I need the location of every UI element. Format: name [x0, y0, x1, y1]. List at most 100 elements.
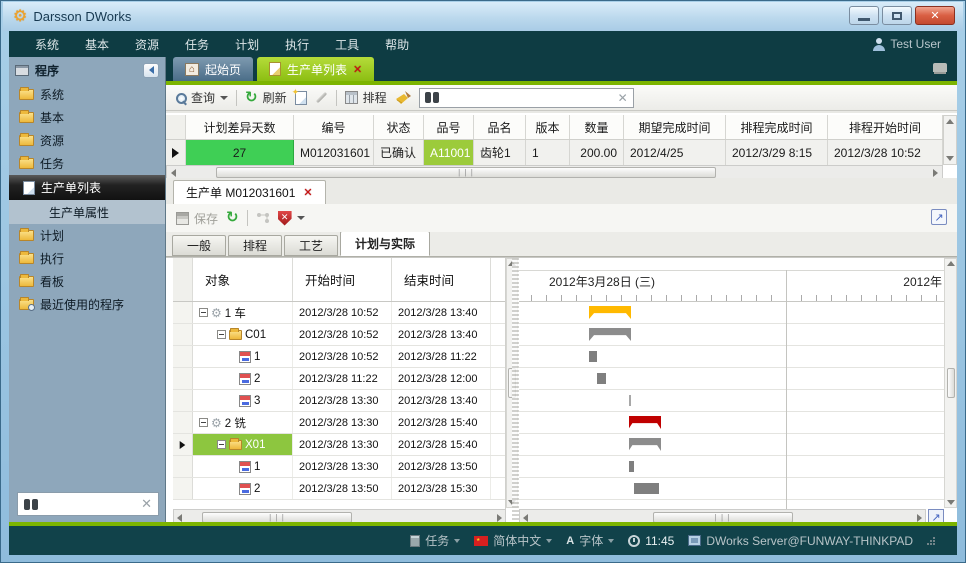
- gantt-bar[interactable]: [589, 351, 597, 362]
- splitter-handle[interactable]: [512, 258, 519, 526]
- tab-process[interactable]: 工艺: [284, 235, 339, 256]
- gantt-row: [519, 478, 944, 500]
- gantt-bar[interactable]: [628, 395, 631, 406]
- gantt-bar[interactable]: [628, 461, 634, 472]
- gantt-bar[interactable]: [628, 438, 661, 451]
- popout-icon[interactable]: ↗: [931, 209, 947, 225]
- sidebar-collapse-button[interactable]: [143, 62, 159, 78]
- resize-grip[interactable]: [927, 536, 935, 545]
- menu-help[interactable]: 帮助: [385, 37, 410, 52]
- minimize-button[interactable]: [849, 6, 879, 25]
- col-header[interactable]: 期望完成时间: [624, 115, 726, 139]
- tree-row[interactable]: 1 2012/3/28 13:30 2012/3/28 13:50: [173, 456, 505, 478]
- gantt-bar[interactable]: [589, 328, 631, 341]
- query-button[interactable]: 查询: [176, 89, 229, 106]
- user-info[interactable]: Test User: [873, 37, 941, 51]
- gantt-bar[interactable]: [596, 373, 606, 384]
- tab-general[interactable]: 一般: [172, 235, 227, 256]
- sidebar-item-execute[interactable]: 执行: [9, 247, 165, 270]
- col-start[interactable]: 开始时间: [293, 258, 392, 301]
- sidebar-item-task[interactable]: 任务: [9, 152, 165, 175]
- menu-tools[interactable]: 工具: [335, 37, 360, 52]
- col-header[interactable]: 品名: [474, 115, 526, 139]
- server-icon: [688, 535, 702, 546]
- grid-data-row[interactable]: 27 M012031601 已确认 A11001 齿轮1 1 200.00 20…: [166, 140, 943, 165]
- pin-icon[interactable]: [933, 63, 947, 72]
- tree-row[interactable]: 3 2012/3/28 13:30 2012/3/28 13:40: [173, 390, 505, 412]
- tree-row[interactable]: 1 2012/3/28 10:52 2012/3/28 11:22: [173, 346, 505, 368]
- gantt-bar[interactable]: [628, 416, 661, 429]
- status-language-selector[interactable]: 简体中文: [474, 532, 553, 549]
- sidebar-item-system[interactable]: 系统: [9, 83, 165, 106]
- col-header[interactable]: 版本: [526, 115, 570, 139]
- collapse-icon[interactable]: [217, 330, 226, 339]
- menu-basic[interactable]: 基本: [85, 37, 110, 52]
- validate-dropdown-icon[interactable]: [296, 216, 305, 220]
- col-header[interactable]: 编号: [294, 115, 374, 139]
- tab-production-order-list[interactable]: 生产单列表 ✕: [257, 57, 375, 81]
- clear-search-icon[interactable]: ✕: [617, 90, 628, 105]
- col-header[interactable]: 数量: [570, 115, 624, 139]
- gantt-bar[interactable]: [633, 483, 659, 494]
- collapse-icon[interactable]: [217, 440, 226, 449]
- toolbar-search-input[interactable]: ✕: [418, 87, 634, 108]
- col-header[interactable]: 状态: [374, 115, 424, 139]
- sidebar-item-production-order-props[interactable]: 生产单属性: [9, 200, 165, 224]
- menu-task[interactable]: 任务: [185, 37, 210, 52]
- menu-plan[interactable]: 计划: [235, 37, 260, 52]
- tab-home[interactable]: ⌂ 起始页: [173, 57, 254, 81]
- gantt-bar[interactable]: [589, 306, 631, 319]
- close-detail-icon[interactable]: ✕: [303, 187, 313, 199]
- tree-row-selected[interactable]: X01 2012/3/28 13:30 2012/3/28 15:40: [173, 434, 505, 456]
- sidebar-item-production-order-list[interactable]: 生产单列表: [9, 175, 165, 200]
- grid-vertical-scrollbar[interactable]: [943, 115, 957, 165]
- col-header[interactable]: 计划差异天数: [186, 115, 294, 139]
- col-header[interactable]: 排程完成时间: [726, 115, 828, 139]
- sidebar-item-recent-programs[interactable]: 最近使用的程序: [9, 293, 165, 316]
- validate-button[interactable]: ✕: [277, 210, 305, 226]
- tab-plan-vs-actual[interactable]: 计划与实际: [340, 231, 431, 256]
- col-object[interactable]: 对象: [193, 258, 293, 301]
- tree-row[interactable]: 2 2012/3/28 11:22 2012/3/28 12:00: [173, 368, 505, 390]
- close-button[interactable]: ✕: [915, 6, 955, 25]
- menu-system[interactable]: 系统: [35, 37, 60, 52]
- gantt-vertical-scrollbar[interactable]: [944, 258, 957, 508]
- col-header[interactable]: 排程开始时间: [828, 115, 943, 139]
- menu-execute[interactable]: 执行: [285, 37, 310, 52]
- sidebar-item-basic[interactable]: 基本: [9, 106, 165, 129]
- new-button[interactable]: ✦: [292, 87, 307, 105]
- tab-schedule[interactable]: 排程: [228, 235, 283, 256]
- refresh-button[interactable]: ↻ 刷新: [245, 88, 287, 106]
- sidebar-item-plan[interactable]: 计划: [9, 224, 165, 247]
- collapse-icon[interactable]: [199, 308, 208, 317]
- refresh-detail-button[interactable]: ↻: [226, 210, 239, 225]
- sidebar-search-input[interactable]: ✕: [17, 492, 159, 516]
- save-button[interactable]: 保存: [176, 210, 218, 227]
- search-binoculars-icon: [424, 92, 439, 103]
- schedule-button[interactable]: 排程: [344, 89, 387, 106]
- menu-resource[interactable]: 资源: [135, 37, 160, 52]
- status-task-selector[interactable]: 任务: [410, 532, 461, 549]
- tree-row[interactable]: ⚙ 1 车 2012/3/28 10:52 2012/3/28 13:40: [173, 302, 505, 324]
- clean-button[interactable]: [395, 90, 411, 105]
- collapse-icon[interactable]: [199, 418, 208, 427]
- close-tab-icon[interactable]: ✕: [353, 63, 363, 76]
- col-end[interactable]: 结束时间: [392, 258, 491, 301]
- sidebar-item-resource[interactable]: 资源: [9, 129, 165, 152]
- edit-button[interactable]: [315, 91, 328, 104]
- sidebar-item-kanban[interactable]: 看板: [9, 270, 165, 293]
- cell-sched-start: 2012/3/28 10:52: [828, 140, 943, 165]
- tree-row[interactable]: ⚙ 2 铣 2012/3/28 13:30 2012/3/28 15:40: [173, 412, 505, 434]
- tree-row[interactable]: 2 2012/3/28 13:50 2012/3/28 15:30: [173, 478, 505, 500]
- query-dropdown-icon[interactable]: [220, 95, 229, 100]
- broom-icon: [395, 90, 411, 104]
- detail-tab[interactable]: 生产单 M012031601 ✕: [173, 180, 326, 204]
- task-calendar-icon: [239, 394, 251, 407]
- clear-search-icon[interactable]: ✕: [141, 496, 152, 511]
- col-header[interactable]: 品号: [424, 115, 474, 139]
- status-font-selector[interactable]: A 字体: [566, 532, 615, 549]
- hierarchy-icon[interactable]: [256, 212, 270, 224]
- tree-row[interactable]: C01 2012/3/28 10:52 2012/3/28 13:40: [173, 324, 505, 346]
- maximize-button[interactable]: [882, 6, 912, 25]
- gantt-horizontal-scrollbar[interactable]: | | |: [519, 509, 926, 526]
